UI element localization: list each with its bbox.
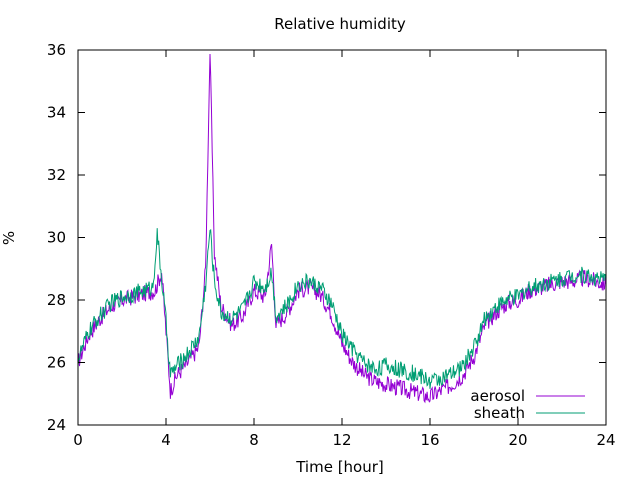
x-tick-label: 0 (73, 431, 83, 449)
chart-title: Relative humidity (274, 15, 406, 33)
series-layer (77, 53, 607, 404)
x-tick-label: 20 (508, 431, 527, 449)
legend-label-sheath: sheath (474, 404, 525, 422)
y-tick-label: 32 (47, 166, 66, 184)
x-tick-label: 24 (596, 431, 615, 449)
x-tick-label: 16 (420, 431, 439, 449)
series-line-aerosol (77, 53, 607, 404)
legend-label-aerosol: aerosol (470, 387, 525, 405)
x-tick-label: 8 (249, 431, 259, 449)
x-tick-label: 4 (161, 431, 171, 449)
y-tick-label: 36 (47, 41, 66, 59)
x-axis-label: Time [hour] (295, 458, 384, 476)
series-line-sheath (77, 228, 607, 389)
y-tick-label: 30 (47, 229, 66, 247)
axes-layer: 0 4 8 12 16 20 24 24 26 28 30 32 34 36 (47, 41, 616, 449)
x-tick-label: 12 (332, 431, 351, 449)
y-tick-label: 24 (47, 416, 66, 434)
y-axis-label: % (0, 231, 18, 245)
y-tick-label: 26 (47, 354, 66, 372)
y-tick-label: 34 (47, 104, 66, 122)
y-tick-label: 28 (47, 291, 66, 309)
